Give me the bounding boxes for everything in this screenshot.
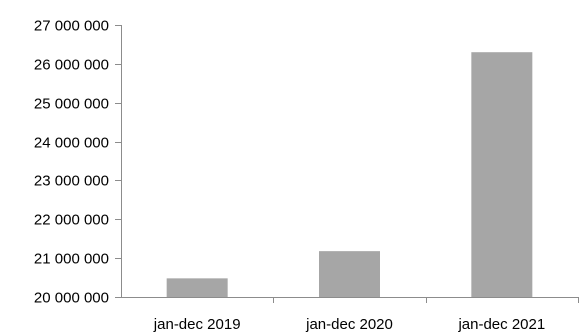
x-axis: jan-dec 2019 jan-dec 2020 jan-dec 2021	[121, 297, 579, 333]
x-category-label: jan-dec 2021	[457, 316, 545, 333]
bar-2	[319, 251, 380, 297]
y-tick-label: 26 000 000	[34, 57, 109, 74]
y-tick-label: 25 000 000	[34, 96, 109, 113]
x-category-label: jan-dec 2019	[153, 316, 241, 333]
bar-1	[166, 278, 228, 297]
bar-3	[471, 52, 533, 298]
y-tick-label: 22 000 000	[34, 212, 109, 229]
y-tick-label: 20 000 000	[34, 290, 109, 307]
y-tick-label: 27 000 000	[34, 18, 109, 35]
y-axis: 20 000 000 21 000 000 22 000 000 23 000 000…	[34, 18, 122, 307]
bars	[166, 52, 533, 298]
y-tick-label: 21 000 000	[34, 251, 109, 268]
y-tick-label: 24 000 000	[34, 135, 109, 152]
y-tick-label: 23 000 000	[34, 173, 109, 190]
x-category-label: jan-dec 2020	[305, 316, 393, 333]
